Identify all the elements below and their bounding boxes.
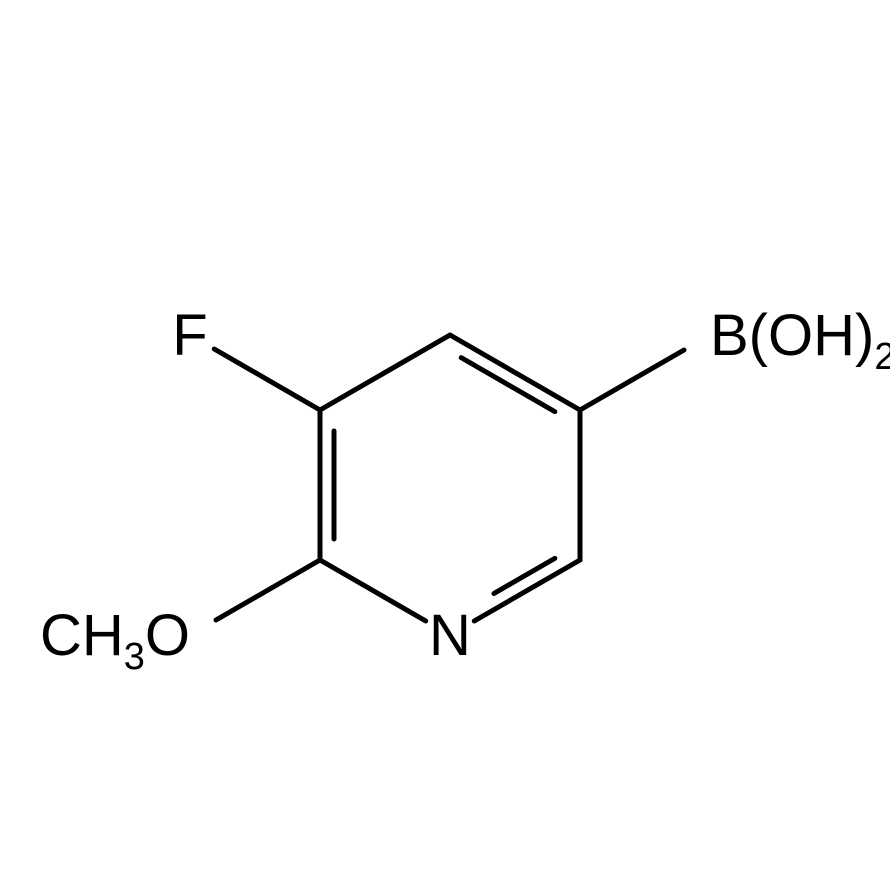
atom-label-o: CH3O: [40, 603, 190, 678]
bond-line: [216, 560, 320, 620]
bond-line: [320, 560, 426, 621]
atom-label-boh: B(OH)2: [710, 303, 890, 378]
atom-label-n1: N: [429, 603, 471, 668]
bond-line: [450, 335, 580, 410]
atom-label-f: F: [172, 303, 207, 368]
bond-line: [214, 349, 320, 410]
bond-line: [320, 335, 450, 410]
chemical-structure: N F B(OH)2 CH3O: [0, 0, 890, 890]
bond-line: [494, 558, 555, 593]
bond-line: [474, 560, 580, 621]
bond-line: [580, 350, 684, 410]
